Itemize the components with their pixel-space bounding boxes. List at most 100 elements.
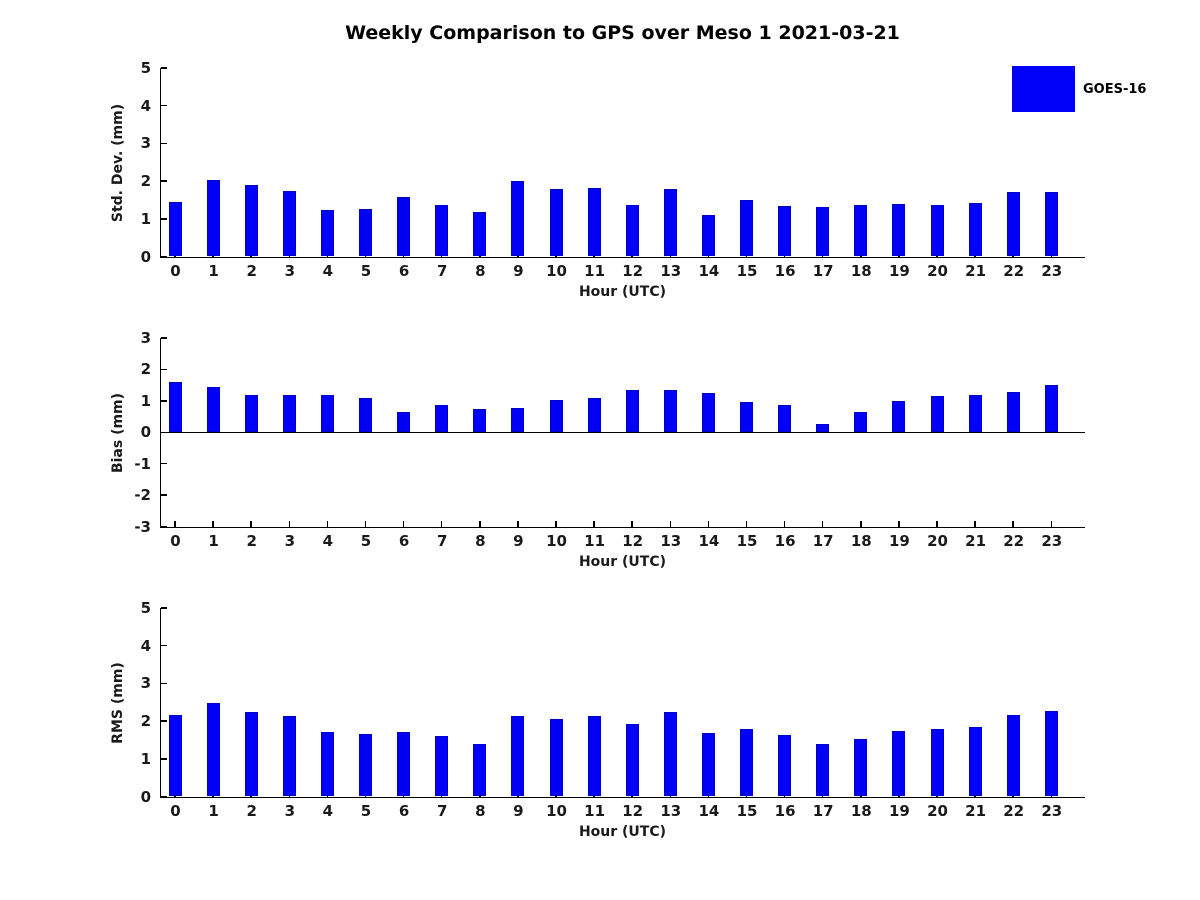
x-tick-label-6: 6 [398,532,410,550]
x-tick-label-11: 11 [584,262,606,280]
bar-hour-10 [549,399,563,433]
bar-hour-17 [816,206,830,257]
x-tick [517,521,519,527]
bar-hour-16 [778,735,792,797]
bar-hour-17 [816,744,830,797]
x-tick [669,521,672,527]
y-tick [161,758,167,760]
x-tick [783,521,786,527]
x-tick-label-8: 8 [475,532,486,550]
bar-hour-6 [397,412,411,433]
bar-hour-7 [435,735,449,797]
x-tick-label-7: 7 [436,802,448,820]
bar-hour-2 [244,184,258,257]
x-tick-label-11: 11 [584,532,606,550]
bar-hour-3 [282,715,296,797]
y-tick [161,104,167,107]
x-tick-label-2: 2 [246,532,257,550]
x-tick-label-23: 23 [1041,262,1063,280]
x-axis-label-rms: Hour (UTC) [578,824,667,840]
x-tick-label-23: 23 [1041,802,1063,820]
x-tick [860,521,862,527]
x-tick-label-3: 3 [284,532,296,550]
zero-line [161,431,1085,433]
x-tick-label-9: 9 [513,802,524,820]
x-tick-label-20: 20 [927,532,948,550]
bar-hour-14 [701,214,715,257]
x-tick-label-21: 21 [965,532,987,550]
bar-hour-12 [625,724,639,797]
x-tick-label-1: 1 [208,532,219,550]
x-tick-label-14: 14 [698,532,720,550]
x-tick [250,521,252,527]
y-tick-label: 2 [140,360,151,379]
bar-hour-7 [435,404,449,433]
x-tick-label-6: 6 [398,262,410,280]
x-tick-label-22: 22 [1003,262,1025,280]
bar-hour-17 [816,423,830,433]
x-axis-label-std-dev: Hour (UTC) [578,284,667,300]
y-tick-label: -3 [134,517,151,536]
bar-hour-7 [435,205,449,257]
y-tick [161,180,167,182]
y-tick-label: 0 [140,423,151,442]
x-tick [593,521,595,527]
bar-hour-16 [778,205,792,257]
bar-hour-20 [930,204,944,257]
x-tick [174,521,176,527]
bar-hour-11 [587,716,601,797]
x-tick-label-9: 9 [513,262,524,280]
y-tick [161,607,167,609]
y-tick-label: -1 [134,454,151,473]
bar-hour-21 [968,727,982,797]
bar-hour-23 [1044,384,1058,433]
x-tick [707,521,710,527]
bar-hour-5 [359,208,372,257]
legend-label: GOES-16 [1083,81,1147,97]
x-tick-label-17: 17 [812,532,834,550]
x-tick-label-2: 2 [246,262,257,280]
x-tick-label-15: 15 [736,532,758,550]
y-tick-label: 1 [140,209,151,228]
bar-hour-21 [968,395,982,433]
bar-hour-12 [625,205,639,257]
x-tick-label-13: 13 [660,802,682,820]
bar-hour-9 [511,715,525,797]
y-tick [161,67,167,69]
x-tick-label-0: 0 [170,262,181,280]
y-tick [161,462,167,465]
y-tick-label: 3 [140,674,151,693]
bar-hour-1 [206,702,220,797]
x-axis-label-bias: Hour (UTC) [578,554,667,570]
y-tick [161,400,167,402]
x-tick [821,521,824,527]
x-tick [364,521,367,527]
x-tick-label-22: 22 [1003,802,1025,820]
plot-area-bias: -3 -2 -1 0 1 2 3 [134,329,1085,536]
x-tick-label-19: 19 [888,802,910,820]
y-tick [161,142,167,145]
x-tick-label-19: 19 [888,532,910,550]
y-tick-label: 1 [140,749,151,768]
x-tick-label-14: 14 [698,802,720,820]
bar-hour-22 [1006,391,1020,433]
bar-hour-19 [892,730,906,797]
bar-hour-20 [930,396,944,433]
x-tick [440,521,443,527]
panel-bias: Bias (mm) -3 -2 -1 0 1 2 3 0 1 2 3 4 5 6 7 8 9 10 11 12 13 1… [0,270,1200,570]
y-tick [161,337,167,339]
bar-hour-2 [244,712,258,797]
x-tick-label-20: 20 [927,262,948,280]
plot-area-std-dev: 0 1 2 3 4 5 [141,59,1085,266]
x-tick-label-11: 11 [584,802,606,820]
bar-hour-19 [892,400,906,433]
bar-hour-14 [701,393,715,433]
x-tick-label-10: 10 [546,802,567,820]
bar-hour-8 [473,743,487,797]
x-tick [212,521,214,527]
y-tick-label: 0 [140,247,151,266]
x-tick-label-1: 1 [208,802,219,820]
bar-hour-22 [1006,191,1020,257]
